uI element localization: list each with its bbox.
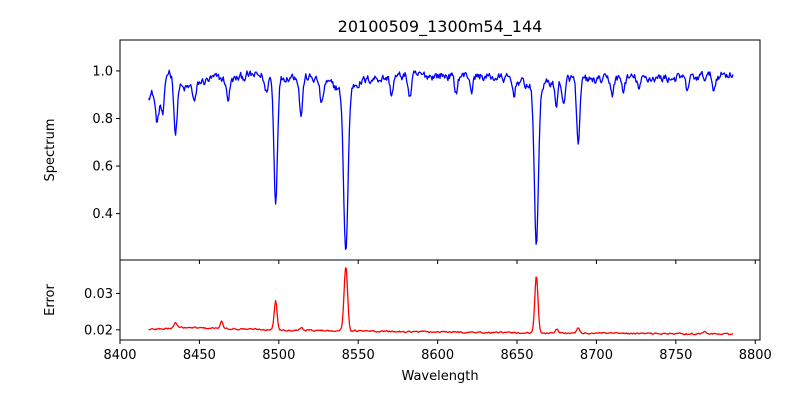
spectrum-y-tick-label: 0.6 bbox=[92, 160, 113, 175]
error-x-tick-label: 8550 bbox=[342, 348, 375, 363]
error-y-axis-label: Error bbox=[43, 284, 58, 316]
spectrum-y-tick-label: 1.0 bbox=[92, 64, 113, 79]
error-x-tick-label: 8600 bbox=[421, 348, 454, 363]
spectrum-y-axis-label: Spectrum bbox=[43, 119, 58, 182]
error-x-tick-label: 8750 bbox=[659, 348, 692, 363]
spectrum-y-tick-label: 0.4 bbox=[92, 207, 113, 222]
error-x-axis: 8400 8450 8500 8550 8600 8650 8700 8750 8800 bbox=[103, 340, 772, 363]
error-x-tick-label: 8450 bbox=[183, 348, 216, 363]
error-panel: 0.02 0.03 8400 8450 8500 8550 8600 8650 8700 875… bbox=[43, 259, 772, 384]
error-x-tick-label: 8400 bbox=[103, 348, 136, 363]
chart-title: 20100509_1300m54_144 bbox=[338, 17, 543, 37]
spectrum-plot-area bbox=[148, 69, 734, 251]
error-y-tick-label: 0.03 bbox=[84, 287, 113, 302]
error-axes-frame bbox=[119, 259, 761, 341]
error-y-tick-label: 0.02 bbox=[84, 323, 113, 338]
spectrum-y-axis: 0.4 0.6 0.8 1.0 bbox=[92, 64, 120, 222]
error-plot-area bbox=[148, 267, 734, 336]
error-x-tick-label: 8800 bbox=[739, 348, 772, 363]
x-axis-label: Wavelength bbox=[401, 369, 478, 384]
error-y-axis: 0.02 0.03 bbox=[84, 287, 120, 338]
spectrum-series-line bbox=[148, 69, 734, 251]
error-series-line bbox=[148, 267, 734, 336]
spectrum-y-tick-label: 0.8 bbox=[92, 112, 113, 127]
error-x-tick-label: 8700 bbox=[580, 348, 613, 363]
error-x-tick-label: 8650 bbox=[500, 348, 533, 363]
error-x-tick-label: 8500 bbox=[262, 348, 295, 363]
